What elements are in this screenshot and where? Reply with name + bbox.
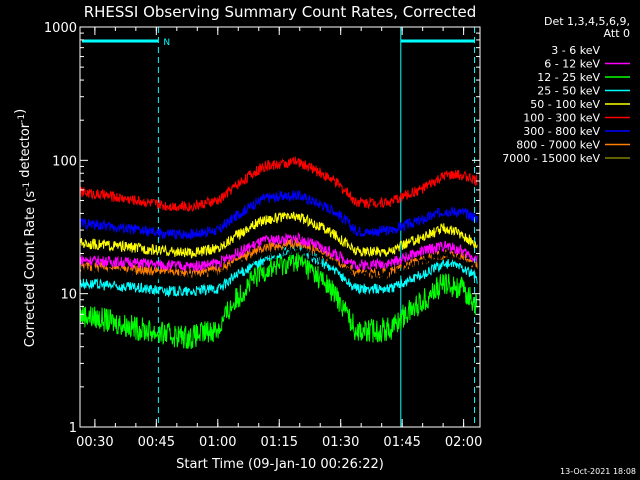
x-tick-label: 01:15 [261, 435, 298, 450]
legend-header-line: Det 1,3,4,5,6,9, [544, 15, 630, 28]
x-tick-label: 01:00 [199, 435, 236, 450]
series-line-5 [79, 156, 478, 212]
y-label-text: Corrected Count Rate (s [23, 191, 38, 348]
y-tick-label: 100 [52, 154, 77, 169]
x-tick-label: 00:30 [76, 435, 113, 450]
y-label-superscript: -1 [17, 114, 27, 123]
series-line-6 [79, 190, 478, 241]
y-tick-label: 1000 [44, 21, 77, 36]
y-label-text: ) [13, 109, 28, 114]
legend-label: 50 - 100 keV [530, 98, 600, 111]
legend-label: 6 - 12 keV [544, 58, 600, 71]
axes: 1 10 100 1000 00:30 00:45 01:00 01:15 01:30 01:45… [44, 21, 482, 450]
series-line-4 [79, 211, 478, 259]
legend-label: 100 - 300 keV [523, 112, 600, 125]
y-tick-label: 10 [60, 288, 77, 303]
plot-area: N [79, 27, 478, 427]
x-tick-label: 02:00 [445, 435, 482, 450]
x-tick-label: 00:45 [138, 435, 175, 450]
chart-title: RHESSI Observing Summary Count Rates, Co… [84, 3, 477, 21]
legend-label: 12 - 25 keV [537, 71, 600, 84]
x-axis-label: Start Time (09-Jan-10 00:26:22) [176, 457, 384, 472]
y-tick-label: 1 [69, 421, 77, 436]
legend-header-line: Att 0 [604, 27, 630, 40]
y-label-text: detector [18, 122, 33, 182]
legend-label: 300 - 800 keV [523, 125, 600, 138]
legend-label: 800 - 7000 keV [516, 139, 600, 152]
x-tick-label: 01:45 [383, 435, 420, 450]
series-line-3 [79, 243, 478, 298]
legend-label: 7000 - 15000 keV [502, 152, 600, 165]
series-line-1 [79, 231, 478, 272]
plot-frame [79, 26, 481, 428]
night-label: N [163, 38, 170, 48]
legend-label: 3 - 6 keV [551, 44, 600, 57]
series-line-7 [79, 237, 478, 280]
series-line-0 [79, 244, 478, 284]
x-tick-label: 01:30 [322, 435, 359, 450]
series-line-2 [79, 249, 478, 350]
footer-date: 13-Oct-2021 18:08 [560, 467, 636, 476]
y-axis-label: Corrected Count Rate (s-1 detector-1) [13, 109, 38, 347]
legend-label: 25 - 50 keV [537, 85, 600, 98]
y-label-superscript: -1 [22, 182, 32, 191]
